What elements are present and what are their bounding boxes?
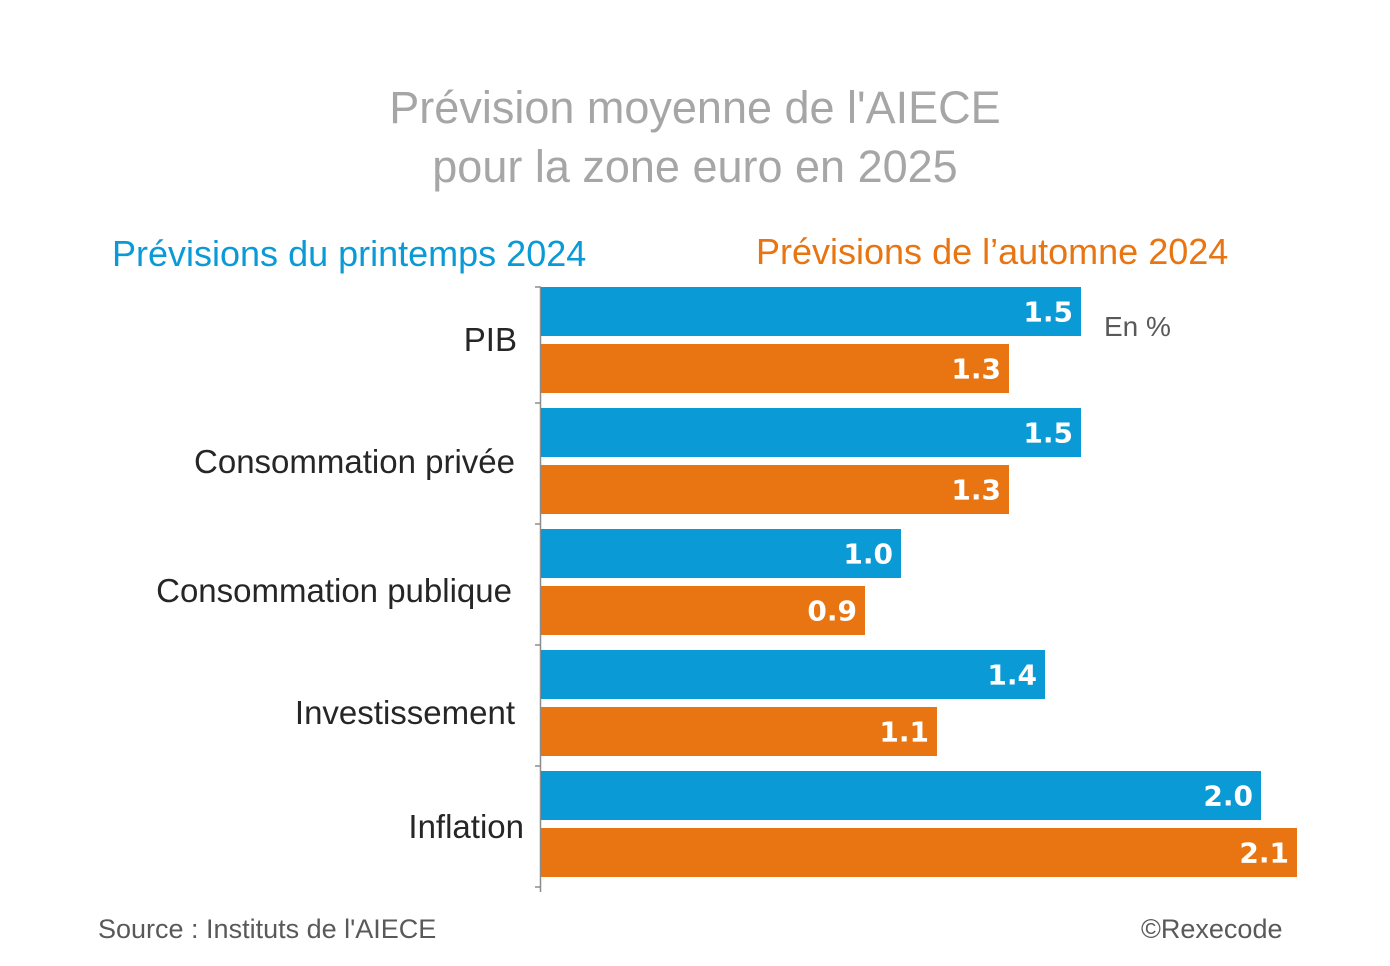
category-label-consommation-publique: Consommation publique xyxy=(156,572,512,609)
bar-autumn-3 xyxy=(541,707,937,756)
bar-spring-1 xyxy=(541,408,1081,457)
bar-value-label-spring-0: 1.5 xyxy=(1023,296,1073,329)
bar-value-label-autumn-3: 1.1 xyxy=(879,716,929,749)
bar-value-label-autumn-4: 2.1 xyxy=(1239,837,1289,870)
bar-value-label-spring-1: 1.5 xyxy=(1023,417,1073,450)
bar-value-label-autumn-1: 1.3 xyxy=(951,474,1001,507)
unit-label: En % xyxy=(1104,311,1171,342)
bar-autumn-1 xyxy=(541,465,1009,514)
copyright-credit: ©Rexecode xyxy=(1141,914,1283,944)
bar-value-label-spring-4: 2.0 xyxy=(1203,780,1253,813)
bar-spring-3 xyxy=(541,650,1045,699)
category-label-pib: PIB xyxy=(463,321,517,358)
bar-autumn-0 xyxy=(541,344,1009,393)
bar-value-label-autumn-0: 1.3 xyxy=(951,353,1001,386)
bar-autumn-2 xyxy=(541,586,865,635)
bar-autumn-4 xyxy=(541,828,1297,877)
category-label-investissement: Investissement xyxy=(294,694,515,731)
bar-spring-0 xyxy=(541,287,1081,336)
category-label-consommation-privee: Consommation privée xyxy=(194,443,515,480)
bar-spring-4 xyxy=(541,771,1261,820)
bar-value-label-autumn-2: 0.9 xyxy=(807,595,857,628)
chart-title-line-2: pour la zone euro en 2025 xyxy=(432,141,958,192)
bar-value-label-spring-2: 1.0 xyxy=(843,538,893,571)
category-label-inflation: Inflation xyxy=(408,808,524,845)
source-note: Source : Instituts de l'AIECE xyxy=(98,914,437,944)
bar-value-label-spring-3: 1.4 xyxy=(987,659,1037,692)
legend-series-spring: Prévisions du printemps 2024 xyxy=(112,233,587,274)
chart-title-line-1: Prévision moyenne de l'AIECE xyxy=(389,82,1001,133)
bar-spring-2 xyxy=(541,529,901,578)
legend-series-autumn: Prévisions de l’automne 2024 xyxy=(756,231,1229,272)
